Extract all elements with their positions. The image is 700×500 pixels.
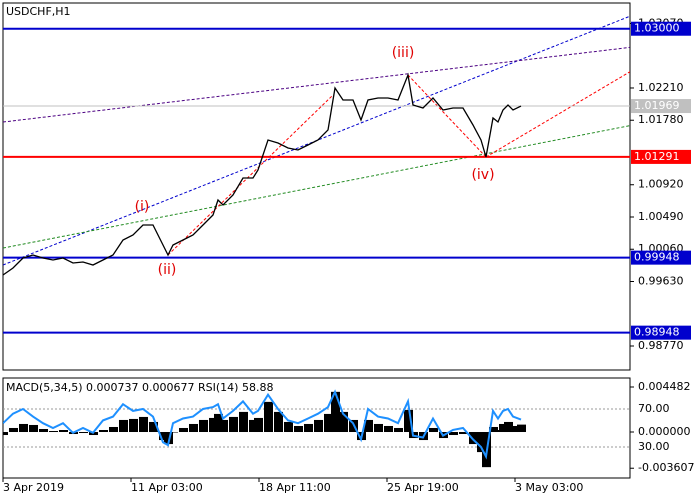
- trendline: [485, 71, 630, 158]
- wave-label: (ii): [158, 262, 177, 278]
- macd-bar: [219, 419, 228, 433]
- macd-bar: [199, 419, 208, 433]
- macd-bar: [339, 411, 348, 433]
- macd-bar: [314, 419, 323, 433]
- axes: 1.030701.022101.017801.009201.004901.000…: [2, 16, 694, 494]
- macd-bar: [504, 421, 513, 433]
- macd-bar: [164, 432, 173, 445]
- level-label: 1.03000: [634, 22, 680, 35]
- macd-bar: [459, 432, 468, 435]
- macd-bar: [404, 409, 413, 433]
- wave-label: (i): [135, 199, 150, 215]
- main-plot: (i) (ii) (iii) (iv): [3, 15, 630, 334]
- macd-bar: [489, 426, 498, 433]
- y-tick-label: 1.01780: [638, 113, 684, 126]
- macd-bar: [229, 416, 238, 433]
- macd-bar: [364, 419, 373, 433]
- macd-bar: [469, 432, 478, 445]
- macd-bar: [9, 427, 18, 433]
- x-tick-label: 25 Apr 19:00: [387, 481, 459, 494]
- macd-bar: [29, 424, 38, 433]
- current-price-box: [631, 99, 691, 114]
- level-label: 0.99948: [634, 251, 680, 264]
- chart-title: USDCHF,H1: [6, 5, 71, 18]
- macd-bar: [39, 428, 48, 433]
- macd-bar: [374, 423, 383, 433]
- macd-bar: [79, 432, 88, 434]
- macd-tick-label: -0.003607: [638, 461, 694, 474]
- level-label: 0.98948: [634, 326, 680, 339]
- macd-bar: [331, 391, 340, 433]
- macd-bar: [284, 421, 293, 433]
- indicator-plot: [3, 389, 630, 468]
- rsi-tick-label: 70.00: [638, 402, 670, 415]
- y-tick-label: 1.02210: [638, 81, 684, 94]
- macd-bar: [59, 429, 68, 433]
- macd-bar: [274, 411, 283, 433]
- wave-label: (iii): [392, 45, 415, 61]
- y-tick-label: 1.00490: [638, 210, 684, 223]
- y-tick-label: 0.98770: [638, 339, 684, 352]
- x-tick-label: 3 Apr 2019: [3, 481, 64, 494]
- macd-bar: [119, 419, 128, 433]
- macd-bar: [189, 423, 198, 433]
- main-frame: [2, 2, 631, 371]
- level-box: [631, 21, 691, 36]
- x-tick-label: 3 May 03:00: [515, 481, 583, 494]
- price-line: [3, 72, 522, 276]
- macd-bar: [477, 432, 486, 453]
- wave-label: (iv): [471, 167, 494, 183]
- macd-bar: [109, 426, 118, 433]
- x-tick-label: 11 Apr 03:00: [131, 481, 203, 494]
- macd-tick-label: 0.004482: [638, 380, 691, 393]
- macd-bar: [159, 432, 168, 441]
- macd-bar: [394, 427, 403, 433]
- macd-bar: [139, 416, 148, 433]
- trendline: [407, 74, 487, 158]
- rsi-tick-label: 30.00: [638, 440, 670, 453]
- level-box: [631, 250, 691, 265]
- macd-bar: [149, 421, 158, 433]
- trendline: [167, 94, 334, 256]
- macd-bar: [99, 429, 108, 433]
- level-box: [631, 149, 691, 164]
- level-box: [631, 325, 691, 340]
- macd-bar: [494, 429, 503, 433]
- macd-bar: [209, 417, 218, 433]
- macd-bar: [214, 413, 223, 433]
- macd-tick-label: 0.000000: [638, 425, 691, 438]
- macd-bar: [499, 423, 508, 433]
- y-tick-label: 1.00920: [638, 178, 684, 191]
- macd-bar: [19, 423, 28, 433]
- y-tick-label: 0.99630: [638, 274, 684, 287]
- macd-bar: [3, 432, 8, 436]
- level-label: 1.01291: [634, 150, 680, 163]
- trendline: [3, 15, 630, 266]
- macd-bar: [509, 425, 518, 433]
- macd-bar: [517, 424, 526, 433]
- macd-bar: [304, 423, 313, 433]
- trendline: [3, 125, 630, 249]
- macd-bar: [249, 419, 258, 433]
- x-tick-label: 18 Apr 11:00: [259, 481, 331, 494]
- indicator-label: MACD(5,34,5) 0.000737 0.000677 RSI(14) 5…: [6, 381, 273, 394]
- macd-bar: [264, 401, 273, 433]
- macd-bar: [449, 432, 458, 436]
- macd-bar: [384, 425, 393, 433]
- trendline: [3, 46, 630, 123]
- macd-bar: [239, 411, 248, 433]
- macd-bar: [129, 418, 138, 433]
- macd-bar: [294, 425, 303, 433]
- macd-bar: [179, 427, 188, 433]
- rsi-line: [3, 389, 522, 460]
- macd-bar: [429, 427, 438, 433]
- macd-bar: [169, 432, 178, 433]
- current-price-label: 1.01969: [634, 99, 680, 112]
- macd-bar: [324, 413, 333, 433]
- macd-bar: [49, 431, 58, 433]
- macd-bar: [254, 417, 263, 433]
